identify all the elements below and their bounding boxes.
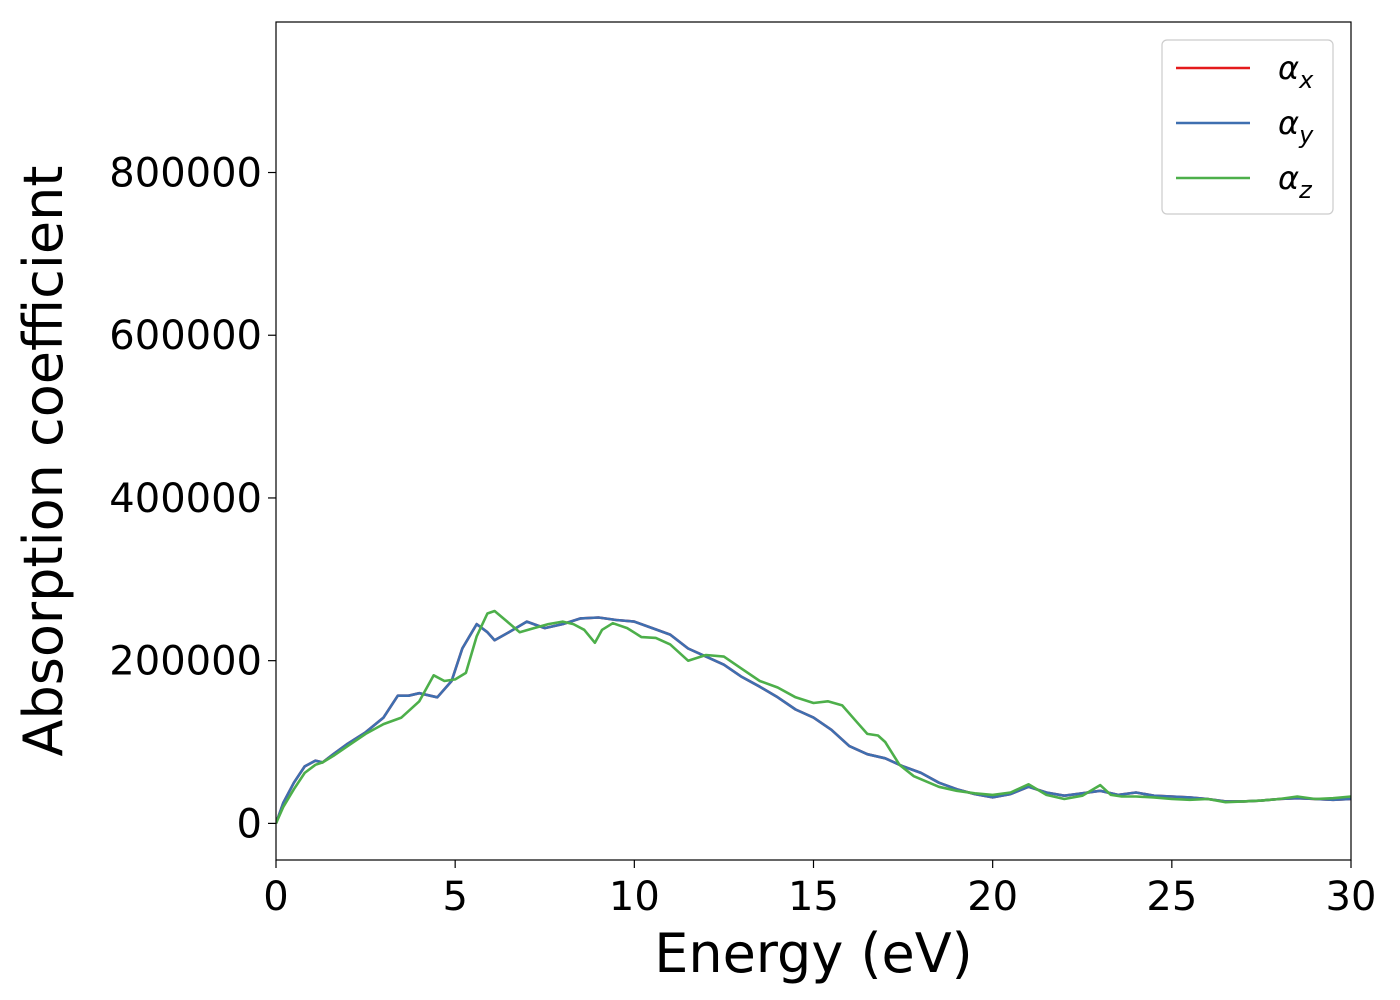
x-tick-label: 10: [609, 874, 660, 920]
series-line-x: [276, 616, 1351, 824]
y-axis-title: Absorption coefficient: [12, 166, 75, 757]
x-tick-label: 30: [1326, 874, 1377, 920]
ticks-layer: 0 5 10 15 20 25 30 0 200000 400000 600000 800000: [109, 151, 1376, 920]
legend-label-z: αz: [1278, 159, 1313, 204]
y-tick-label: 600000: [109, 313, 262, 359]
x-tick-label: 5: [442, 874, 467, 920]
x-tick-label: 0: [263, 874, 288, 920]
legend: αx αy αz: [1161, 39, 1334, 215]
series-line-y: [276, 616, 1351, 824]
legend-label-x: αx: [1278, 49, 1314, 94]
y-tick-label: 800000: [109, 151, 262, 197]
legend-label-y: αy: [1278, 104, 1314, 149]
y-tick-label: 0: [237, 801, 262, 847]
legend-box: [1161, 39, 1334, 215]
series-layer: [276, 609, 1351, 824]
x-axis-title: Energy (eV): [654, 922, 973, 985]
x-tick-label: 15: [788, 874, 839, 920]
x-tick-label: 20: [967, 874, 1018, 920]
y-tick-label: 400000: [109, 476, 262, 522]
y-tick-label: 200000: [109, 639, 262, 685]
series-line-z: [276, 609, 1351, 824]
x-tick-label: 25: [1146, 874, 1197, 920]
